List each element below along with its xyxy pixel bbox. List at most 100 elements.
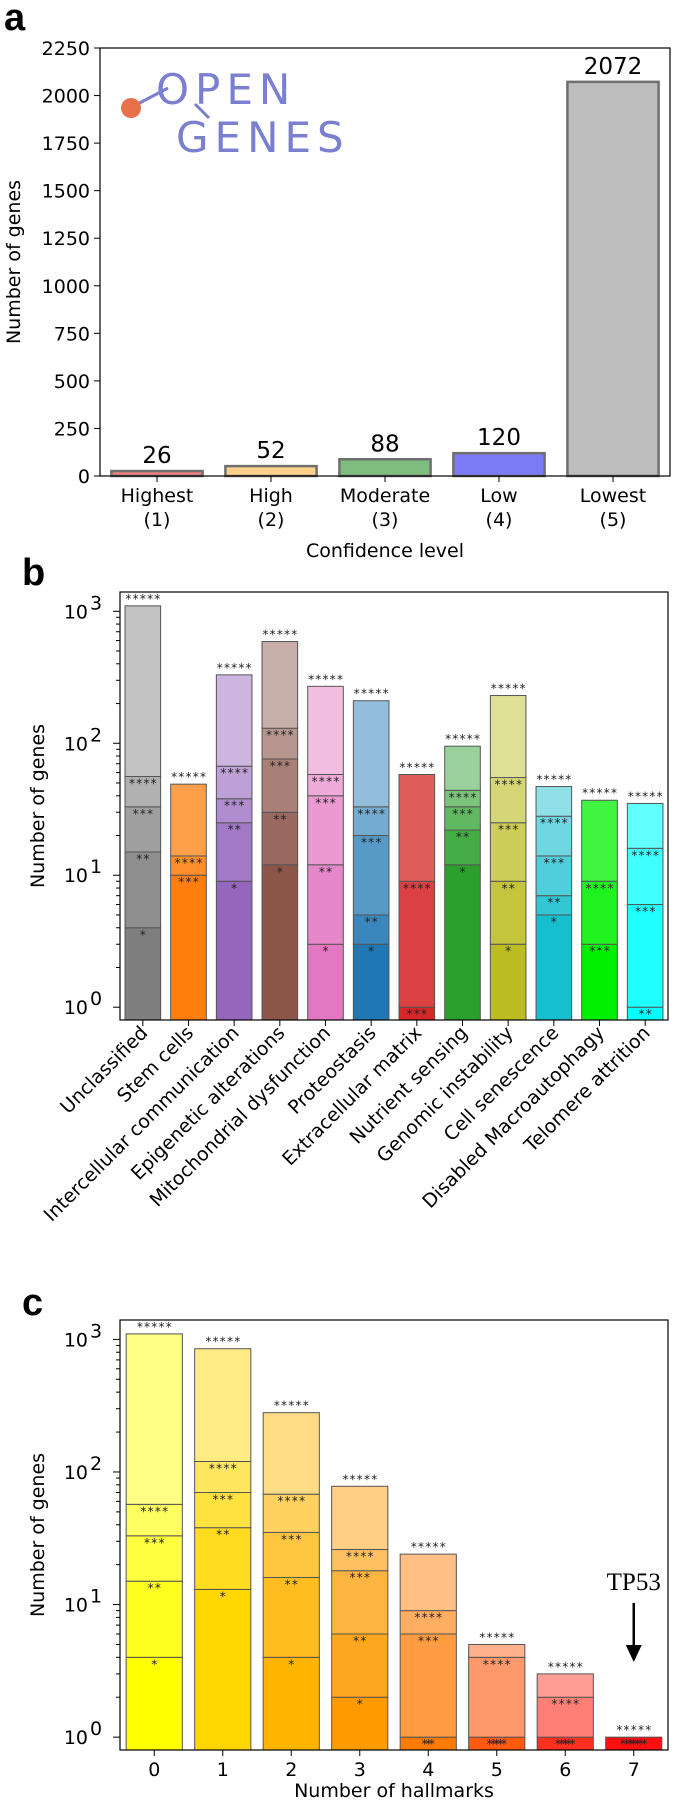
bar-stack-3: *************** bbox=[261, 628, 299, 1021]
bar-segment-4-4 bbox=[307, 685, 344, 775]
bar-segment-2-0 bbox=[215, 880, 253, 1021]
bar-segment-1-1 bbox=[194, 1527, 252, 1590]
significance-label-10-1: **** bbox=[585, 881, 614, 895]
significance-label-1-2: *** bbox=[212, 1493, 234, 1507]
bar-segment-6-4 bbox=[536, 1673, 594, 1698]
panel-c-bars: ****************************************… bbox=[125, 1320, 663, 1751]
y-tick-label-1: 250 bbox=[54, 418, 90, 440]
significance-label-2-1: ** bbox=[227, 823, 241, 837]
x-tick-label-4: 4 bbox=[422, 1759, 434, 1781]
significance-label-7-0: * bbox=[630, 1737, 637, 1751]
significance-label-6-1: ** bbox=[558, 1737, 572, 1751]
panel-a-chart: 26 52 88 120 2072 0 250 500 750 1000 1250 1500 1750… bbox=[3, 38, 671, 562]
panel-a-bars: 26 52 88 120 2072 bbox=[110, 54, 660, 478]
significance-label-3-1: ** bbox=[353, 1634, 367, 1648]
y-tick-label-9: 2250 bbox=[42, 38, 90, 60]
significance-label-3-2: *** bbox=[269, 759, 291, 773]
significance-label-9-3: **** bbox=[539, 816, 568, 830]
significance-label-6-1: **** bbox=[402, 881, 431, 895]
data-label-3: 120 bbox=[477, 425, 521, 451]
y-tick-label-3: 750 bbox=[54, 323, 90, 345]
significance-label-5-4: ***** bbox=[353, 687, 389, 701]
significance-label-8-2: *** bbox=[497, 823, 519, 837]
panel-a-xticks: Highest(1) High(2) Moderate(3) Low(4) Lowest… bbox=[121, 476, 646, 531]
significance-label-2-2: *** bbox=[280, 1532, 302, 1546]
y-tick-exponent-0: 0 bbox=[90, 988, 102, 1010]
y-tick-exponent-0: 0 bbox=[90, 1718, 102, 1740]
bar-segment-11-3 bbox=[626, 802, 664, 849]
bar-segment-2-3 bbox=[262, 1493, 320, 1533]
bar-segment-0-0 bbox=[124, 927, 162, 1021]
x-tick-label-3: 3 bbox=[354, 1759, 366, 1781]
significance-label-2-4: ***** bbox=[273, 1399, 309, 1413]
panel-a-xlabel: Confidence level bbox=[306, 540, 464, 562]
bar-segment-8-4 bbox=[489, 695, 527, 779]
data-label-4: 2072 bbox=[584, 54, 643, 80]
significance-label-4-4: ***** bbox=[410, 1540, 446, 1554]
bar-segment-1-0 bbox=[194, 1588, 252, 1751]
bar-segment-4-2 bbox=[399, 1633, 457, 1738]
significance-label-5-4: ***** bbox=[479, 1630, 515, 1644]
significance-label-9-1: ** bbox=[547, 896, 561, 910]
x-tick-label-0-0: Highest bbox=[121, 485, 194, 507]
significance-label-5-1: ** bbox=[490, 1737, 504, 1751]
bar-segment-7-0 bbox=[444, 864, 481, 1021]
y-tick-label-2: 10 bbox=[64, 1462, 88, 1484]
significance-label-7-4: ***** bbox=[616, 1723, 652, 1737]
bar-segment-0-1 bbox=[125, 1580, 183, 1658]
x-tick-label-2: 2 bbox=[285, 1759, 297, 1781]
significance-label-5-2: *** bbox=[360, 836, 382, 850]
bar-segment-0-1 bbox=[124, 851, 162, 929]
bar-segment-5-1 bbox=[352, 914, 390, 945]
bar-segment-0-4 bbox=[125, 1333, 183, 1505]
significance-label-2-0: * bbox=[288, 1657, 295, 1671]
y-tick-label-0: 10 bbox=[64, 1727, 88, 1749]
panel-b-chart: ****************************************… bbox=[27, 591, 669, 1226]
bar-segment-2-2 bbox=[262, 1531, 320, 1578]
bar-segment-2-1 bbox=[262, 1576, 320, 1658]
x-tick-label-4-1: (5) bbox=[600, 509, 627, 531]
bar-stack-7: *************** bbox=[444, 732, 481, 1021]
bar-segment-0-4 bbox=[124, 605, 162, 777]
bar-segment-5-2 bbox=[352, 835, 390, 916]
significance-label-0-3: **** bbox=[140, 1504, 169, 1518]
bar-segment-10-1 bbox=[581, 880, 618, 945]
significance-label-9-0: * bbox=[550, 915, 557, 929]
significance-label-0-0: * bbox=[139, 928, 146, 942]
significance-label-1-1: ** bbox=[216, 1528, 230, 1542]
significance-label-0-4: ***** bbox=[125, 592, 161, 606]
bar-stack-11: ************** bbox=[626, 789, 664, 1021]
x-tick-label-2-0: Moderate bbox=[340, 485, 430, 507]
significance-label-6-0: *** bbox=[406, 1007, 428, 1021]
x-tick-label-6: 6 bbox=[559, 1759, 571, 1781]
bar-segment-1-0 bbox=[170, 874, 207, 1021]
significance-label-0-3: **** bbox=[128, 776, 157, 790]
panel-b-frame bbox=[119, 591, 669, 1021]
significance-label-2-2: *** bbox=[223, 799, 245, 813]
panel-b-ylabel: Number of genes bbox=[27, 724, 49, 888]
bar-segment-8-3 bbox=[489, 777, 527, 824]
logo-dot-icon bbox=[121, 98, 141, 118]
significance-label-11-2: **** bbox=[631, 848, 660, 862]
bar-1 bbox=[224, 464, 318, 478]
bar-segment-2-4 bbox=[215, 674, 253, 767]
significance-label-11-0: ** bbox=[638, 1007, 652, 1021]
significance-label-5-3: **** bbox=[357, 807, 386, 821]
significance-label-7-0: * bbox=[459, 865, 466, 879]
bar-segment-5-4 bbox=[352, 700, 390, 808]
y-tick-label-1: 10 bbox=[64, 1595, 88, 1617]
bar-stack-6: ************ bbox=[398, 760, 436, 1021]
x-tick-label-7: 7 bbox=[628, 1759, 640, 1781]
bar-3 bbox=[452, 451, 546, 478]
significance-label-7-2: *** bbox=[623, 1737, 645, 1751]
bar-segment-2-0 bbox=[262, 1656, 320, 1751]
data-label-0: 26 bbox=[142, 443, 171, 469]
significance-label-7-4: ***** bbox=[444, 732, 480, 746]
significance-label-1-0: * bbox=[219, 1589, 226, 1603]
significance-label-0-2: *** bbox=[143, 1536, 165, 1550]
bar-segment-5-4 bbox=[468, 1643, 526, 1658]
bar-segment-0-0 bbox=[125, 1656, 183, 1751]
bar-segment-10-2 bbox=[581, 799, 618, 882]
